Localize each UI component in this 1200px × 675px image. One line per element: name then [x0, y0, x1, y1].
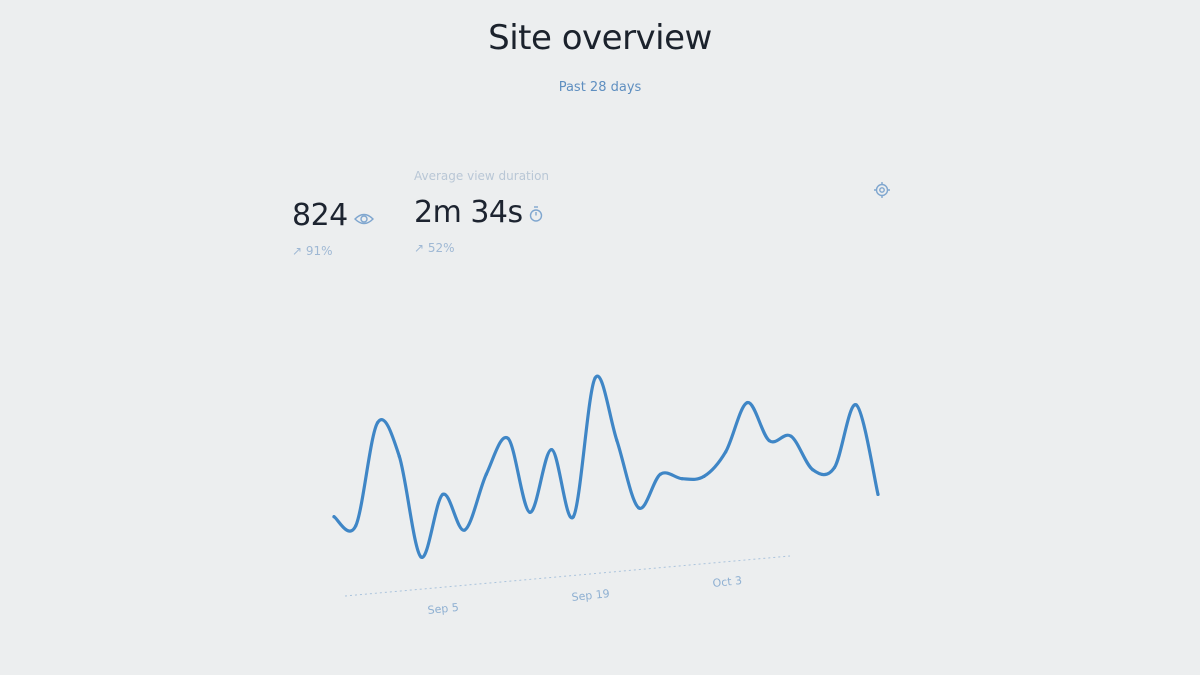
data-point-6 [462, 528, 467, 532]
data-point-21 [789, 434, 793, 438]
gear-icon[interactable] [872, 180, 892, 204]
data-point-8 [506, 436, 510, 441]
data-point-25 [876, 492, 880, 496]
data-point-15 [658, 472, 663, 476]
data-point-20 [767, 439, 771, 443]
data-point-5 [441, 492, 445, 496]
stopwatch-icon [529, 196, 543, 231]
data-point-4 [419, 555, 423, 559]
date-range-link[interactable]: Past 28 days [558, 80, 642, 95]
view-duration-value-row: 2m 34s [414, 195, 549, 231]
x-tick-sep-5: Sep 5 [427, 601, 459, 617]
data-point-17 [702, 474, 706, 479]
data-point-2 [375, 421, 380, 425]
data-point-13 [615, 439, 619, 443]
data-point-10 [550, 448, 554, 452]
data-point-22 [811, 468, 815, 472]
data-point-7 [484, 472, 488, 476]
views-value-row: 824 [292, 198, 374, 234]
views-change: ↗ 91% [292, 244, 333, 258]
data-point-0 [332, 515, 336, 519]
view-duration-label: Average view duration [414, 169, 550, 183]
view-duration-value: 2m 34s [414, 195, 523, 230]
view-duration-change: ↗ 52% [414, 241, 455, 255]
view-duration-metric[interactable]: Average view duration 2m 34s ↗ 52% [414, 169, 549, 255]
data-point-12 [593, 376, 597, 380]
page-title: Site overview [488, 18, 712, 58]
x-tick-sep-19: Sep 19 [571, 587, 610, 604]
data-point-16 [680, 477, 684, 481]
data-point-11 [571, 515, 575, 519]
data-point-19 [745, 401, 750, 405]
eye-icon [353, 199, 374, 234]
data-point-14 [637, 506, 641, 510]
data-point-18 [724, 450, 728, 454]
x-tick-oct-3: Oct 3 [712, 574, 743, 590]
data-point-24 [854, 403, 858, 407]
views-series-line [332, 374, 880, 559]
data-points [332, 376, 880, 559]
views-value: 824 [292, 198, 348, 233]
data-point-3 [397, 454, 401, 458]
data-point-9 [528, 510, 532, 514]
data-point-1 [354, 524, 358, 528]
data-point-23 [832, 465, 837, 470]
views-metric[interactable]: 824 ↗ 91% [292, 172, 374, 258]
